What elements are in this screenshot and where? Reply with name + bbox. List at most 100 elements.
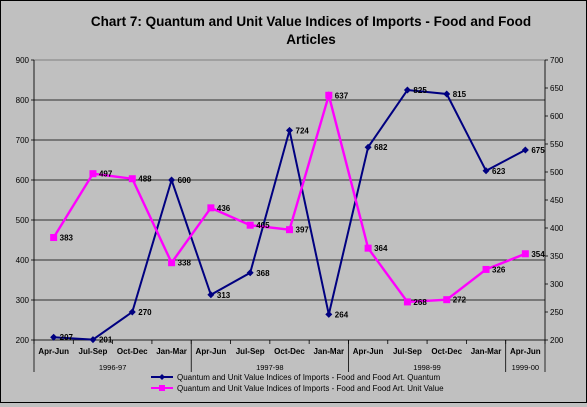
data-point-square (246, 221, 254, 229)
data-point-diamond (128, 308, 136, 316)
right-tick-label: 450 (550, 196, 564, 205)
data-point-diamond (482, 167, 490, 175)
x-tick-label: Jan-Mar (313, 347, 344, 356)
data-label: 497 (99, 170, 113, 179)
legend-entry: Quantum and Unit Value Indices of Import… (177, 373, 440, 382)
year-group-label: 1999-00 (512, 363, 540, 372)
chart-title-line-2: Articles (286, 32, 336, 47)
data-label: 264 (335, 310, 349, 319)
right-tick-label: 400 (550, 224, 564, 233)
data-point-square (443, 296, 451, 304)
data-label: 397 (296, 226, 310, 235)
data-point-square (521, 250, 529, 258)
legend: Quantum and Unit Value Indices of Import… (151, 373, 444, 393)
data-label: 270 (138, 308, 152, 317)
data-point-square (50, 234, 58, 242)
right-tick-label: 250 (550, 308, 564, 317)
data-point-square (482, 265, 490, 273)
data-label: 637 (335, 91, 349, 100)
data-point-diamond (403, 86, 411, 94)
data-point-square (207, 204, 215, 212)
left-tick-label: 600 (16, 176, 30, 185)
data-label: 313 (217, 291, 231, 300)
x-tick-label: Jan-Mar (156, 347, 187, 356)
data-label: 368 (256, 269, 270, 278)
data-label: 364 (374, 244, 388, 253)
legend-marker-square (159, 385, 165, 391)
data-label: 436 (217, 204, 231, 213)
data-label: 815 (453, 90, 467, 99)
data-point-square (128, 175, 136, 183)
x-tick-label: Jan-Mar (471, 347, 502, 356)
left-tick-label: 800 (16, 96, 30, 105)
data-point-diamond (521, 146, 529, 154)
year-group-label: 1996-97 (99, 363, 127, 372)
data-label: 338 (178, 259, 192, 268)
data-point-diamond (50, 333, 58, 341)
data-label: 600 (178, 176, 192, 185)
data-point-square (286, 226, 293, 234)
right-tick-label: 300 (550, 280, 564, 289)
data-label: 623 (492, 167, 506, 176)
x-tick-label: Oct-Dec (274, 347, 305, 356)
right-tick-label: 650 (550, 84, 564, 93)
left-tick-label: 400 (16, 256, 30, 265)
data-label: 207 (60, 333, 74, 342)
data-point-square (403, 298, 411, 306)
x-tick-label: Apr-Jun (196, 347, 227, 356)
year-group-label: 1998-99 (413, 363, 441, 372)
left-tick-label: 300 (16, 296, 30, 305)
x-tick-label: Oct-Dec (431, 347, 462, 356)
data-point-diamond (168, 176, 176, 184)
data-label: 268 (413, 298, 427, 307)
left-axis-ticks: 200 300 400 500 600 700 800 900 (16, 56, 35, 345)
right-tick-label: 500 (550, 168, 564, 177)
x-tick-label: Jul-Sep (79, 347, 108, 356)
right-tick-label: 350 (550, 252, 564, 261)
data-point-square (168, 259, 176, 267)
x-tick-label: Apr-Jun (38, 347, 69, 356)
left-tick-label: 700 (16, 136, 30, 145)
data-label: 201 (99, 336, 113, 345)
right-tick-label: 200 (550, 336, 564, 345)
data-point-diamond (207, 291, 215, 299)
data-label: 675 (531, 146, 545, 155)
x-tick-label: Apr-Jun (510, 347, 541, 356)
data-point-diamond (325, 310, 333, 318)
x-tick-label: Jul-Sep (236, 347, 265, 356)
data-label: 383 (60, 234, 74, 243)
left-tick-label: 900 (16, 56, 30, 65)
x-tick-label: Jul-Sep (393, 347, 422, 356)
data-label: 405 (256, 221, 270, 230)
left-tick-label: 200 (16, 336, 30, 345)
x-axis: Apr-Jun Jul-Sep Oct-Dec Jan-Mar Apr-Jun Jul-S… (33, 339, 546, 372)
right-tick-label: 550 (550, 140, 564, 149)
data-point-square (89, 170, 97, 178)
legend-entry: Quantum and Unit Value Indices of Import… (177, 384, 444, 393)
data-label: 682 (374, 143, 388, 152)
data-point-diamond (364, 143, 372, 151)
left-tick-label: 500 (16, 216, 30, 225)
x-tick-label: Oct-Dec (117, 347, 148, 356)
right-tick-label: 700 (550, 56, 564, 65)
legend-marker-diamond (159, 374, 165, 380)
data-label: 488 (138, 175, 152, 184)
data-label: 724 (296, 126, 310, 135)
data-label: 272 (453, 296, 467, 305)
chart-title-line-1: Chart 7: Quantum and Unit Value Indices … (91, 14, 531, 29)
right-axis-ticks: 200 250 300 350 400 450 500 550 600 650 700 (544, 56, 564, 345)
data-label: 825 (413, 86, 427, 95)
data-point-diamond (443, 90, 451, 98)
data-point-diamond (246, 269, 254, 277)
data-label: 354 (531, 250, 545, 259)
data-label: 326 (492, 265, 506, 274)
data-point-square (364, 244, 372, 252)
right-tick-label: 600 (550, 112, 564, 121)
year-group-label: 1997-98 (256, 363, 284, 372)
data-point-diamond (89, 336, 97, 344)
gridlines (34, 99, 545, 301)
x-tick-label: Apr-Jun (353, 347, 384, 356)
plot-area (33, 59, 546, 341)
